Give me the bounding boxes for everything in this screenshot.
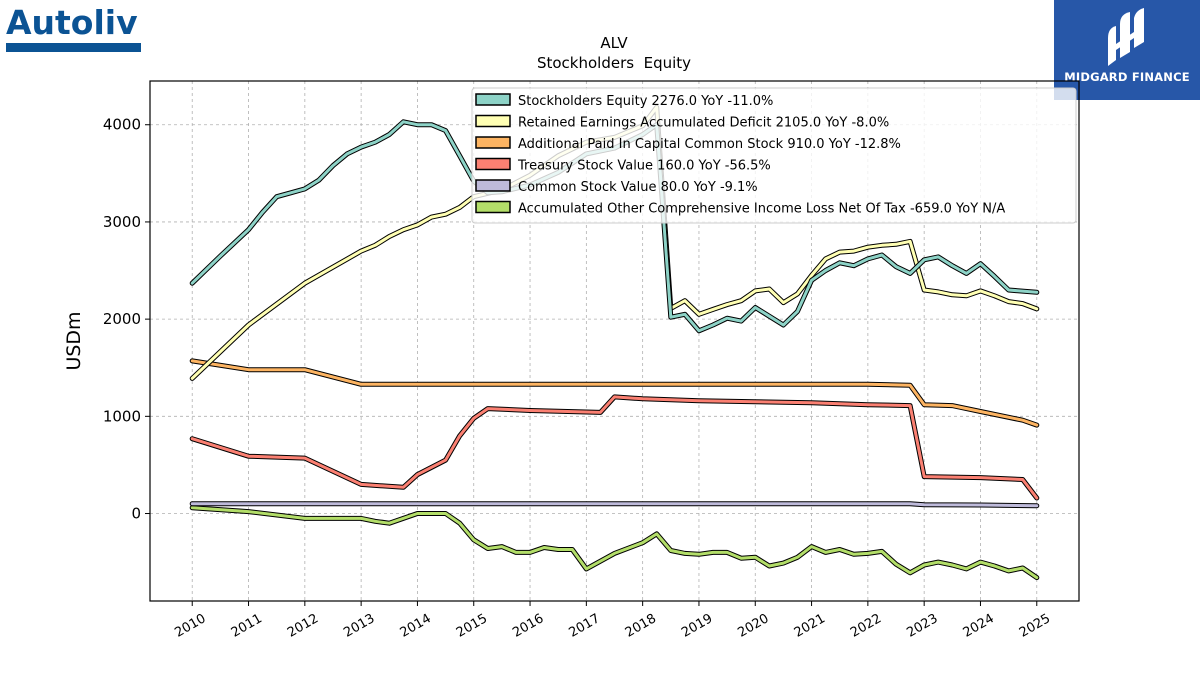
- series-line-3: [189, 394, 1040, 501]
- chart-title: ALV: [600, 34, 628, 52]
- x-tick-label: 2011: [229, 611, 265, 641]
- legend-swatch: [475, 114, 511, 128]
- x-tick-label: 2012: [285, 611, 321, 641]
- legend-swatch: [475, 200, 511, 214]
- autoliv-logo: Autoliv: [6, 4, 146, 54]
- legend-swatch: [475, 136, 511, 149]
- legend-label: Common Stock Value 80.0 YoY -9.1%: [518, 180, 758, 195]
- legend-swatch: [475, 179, 511, 192]
- legend-box: [471, 87, 1077, 224]
- legend-label: Retained Earnings Accumulated Deficit 21…: [518, 116, 889, 131]
- y-tick-label: 0: [131, 505, 141, 523]
- series-line-2: [189, 358, 1040, 428]
- y-axis-label: USDm: [63, 311, 85, 370]
- x-tick-label: 2021: [792, 611, 828, 641]
- y-tick-label: 2000: [103, 310, 141, 328]
- y-tick-label: 3000: [103, 213, 141, 231]
- x-tick-label: 2025: [1017, 611, 1053, 641]
- y-tick-label: 1000: [103, 407, 141, 425]
- series-line-1: [189, 104, 1040, 381]
- legend: Stockholders Equity 2276.0 YoY -11.0% Ret…: [471, 87, 1077, 224]
- midgard-emblem-icon: [1108, 8, 1144, 66]
- x-tick-label: 2016: [510, 611, 546, 641]
- x-tick-label: 2015: [454, 611, 490, 641]
- legend-label: Stockholders Equity 2276.0 YoY -11.0%: [518, 94, 773, 109]
- series-line-5: [189, 505, 1040, 581]
- legend-swatch: [475, 93, 511, 106]
- legend-label: Additional Paid In Capital Common Stock …: [518, 137, 901, 152]
- legend-label: Accumulated Other Comprehensive Income L…: [518, 202, 1005, 217]
- midgard-finance-text: MIDGARD FINANCE: [1064, 70, 1190, 84]
- x-tick-label: 2013: [341, 611, 377, 641]
- midgard-finance-logo: MIDGARD FINANCE: [1054, 0, 1200, 100]
- x-tick-label: 2018: [623, 611, 659, 641]
- x-tick-label: 2023: [904, 611, 940, 641]
- x-tick-label: 2024: [961, 611, 997, 641]
- chart-subtitle: Stockholders Equity: [537, 54, 691, 72]
- legend-swatch: [475, 157, 511, 171]
- x-tick-label: 2017: [567, 611, 603, 641]
- x-tick-label: 2020: [735, 611, 771, 641]
- x-tick-label: 2019: [679, 611, 715, 641]
- x-tick-label: 2010: [172, 611, 208, 641]
- x-tick-label: 2022: [848, 611, 884, 641]
- x-tick-label: 2014: [398, 611, 434, 641]
- autoliv-logo-bar: [6, 43, 141, 52]
- plot-frame: [149, 80, 1080, 602]
- series-line-4: [189, 501, 1040, 509]
- legend-label: Treasury Stock Value 160.0 YoY -56.5%: [517, 159, 771, 174]
- y-tick-label: 4000: [103, 116, 141, 134]
- autoliv-logo-text: Autoliv: [6, 3, 138, 42]
